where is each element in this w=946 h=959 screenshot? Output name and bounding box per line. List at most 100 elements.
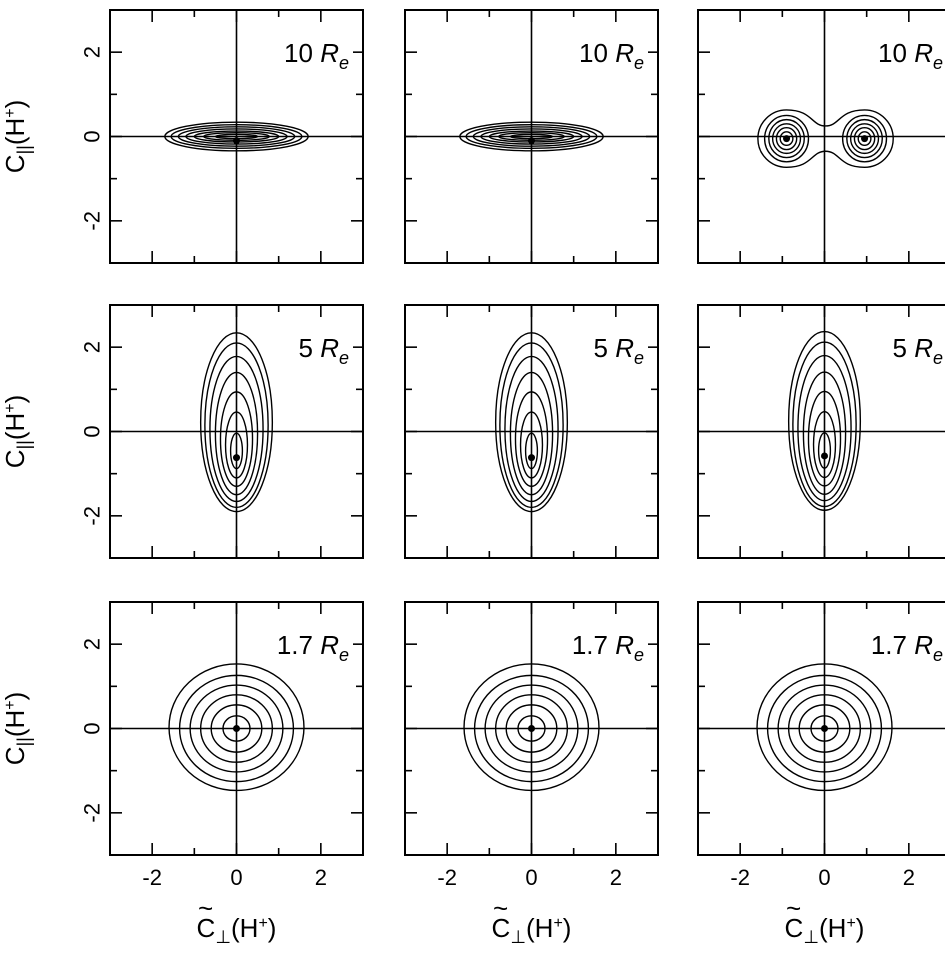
y-axis-label: C||(H+) [0,395,34,469]
contour-group [494,332,569,513]
panel-1-2: 5 Re [697,304,946,559]
peak-marker [783,135,791,143]
label-background [888,331,946,370]
contour-group [756,663,893,792]
y-axis-tilde: ~ [0,158,10,173]
distance-label: 5 Re [299,333,349,368]
contour-line [763,114,810,163]
panel-1-0: 5 Re 2 0 -2 C||(H+)~ [0,304,364,559]
label-background [589,331,648,370]
distance-label: 5 Re [893,333,943,368]
peak-marker [233,137,240,145]
contour-line [210,704,263,753]
contour-line [499,342,564,509]
y-tick-label: 2 [80,638,105,650]
panel-frame [697,9,945,264]
distance-label: 10 Re [284,38,349,73]
x-tick-label: 0 [818,865,830,890]
contour-line [846,118,883,159]
x-axis-tilde: ~ [493,893,508,923]
panel-2-2: 1.7 Re -2 0 2 C⊥(H+)~ [697,601,946,947]
x-tick-label: 2 [610,865,622,890]
label-background [575,36,648,75]
panel-frame [697,304,945,559]
contour-line [798,704,851,753]
contour-group [757,109,894,168]
peak-marker [821,725,828,732]
contour-line [777,684,872,773]
contour-line [459,121,604,152]
contour-line [524,432,539,470]
contour-line [787,330,862,512]
contour-line [224,411,249,479]
panel-frame [404,601,659,856]
contour-group [787,330,862,512]
label-background [567,628,648,667]
contour-line [766,674,883,783]
contour-line [164,121,309,152]
contour-line [199,332,274,513]
contour-line [817,432,832,469]
contour-line [517,715,546,742]
contour-line [168,663,305,792]
panel-frame [109,601,364,856]
contour-line [494,332,569,513]
contour-line [849,123,880,155]
panel-frame [109,9,364,264]
x-axis-tilde: ~ [198,893,213,923]
contour-line [473,674,590,783]
y-axis-tilde: ~ [0,750,10,765]
panel-1-1: 5 Re [404,304,659,559]
contour-line [756,663,893,792]
contour-line [465,123,598,150]
contour-line [853,126,876,151]
label-background [280,36,353,75]
distance-label: 1.7 Re [572,630,644,665]
contour-line [494,694,569,763]
panel-frame [404,304,659,559]
x-tick-label: 0 [525,865,537,890]
y-tick-label: -2 [80,506,105,526]
contour-line [178,674,295,783]
contour-group [168,663,305,792]
contour-line [189,684,284,773]
contour-line [229,432,244,470]
contour-line [810,715,839,742]
contour-line [504,355,559,503]
contour-line [219,391,254,488]
y-tick-label: -2 [80,803,105,823]
contour-group [199,332,274,513]
x-tick-label: 2 [903,865,915,890]
x-axis-label: C⊥(H+) [785,913,865,947]
peak-marker [528,725,535,732]
y-tick-label: -2 [80,211,105,231]
distance-label: 10 Re [878,38,943,73]
peak-marker [528,454,535,462]
contour-line [792,341,857,508]
x-axis-tilde: ~ [786,893,801,923]
y-axis-label: C||(H+) [0,692,34,766]
distance-label: 1.7 Re [871,630,943,665]
contour-line [484,684,579,773]
peak-marker [821,452,828,460]
contour-line [222,715,251,742]
label-background [294,331,353,370]
contour-line [519,411,544,479]
peak-marker [861,135,869,143]
x-tick-label: -2 [142,865,162,890]
contour-line [214,371,259,496]
panel-frame [404,9,659,264]
contour-line [797,354,852,502]
y-axis-label: C||(H+) [0,100,34,174]
contour-line [771,123,802,155]
contour-line [509,371,554,496]
contour-line [841,114,888,163]
y-tick-label: 2 [80,341,105,353]
contour-line [199,694,274,763]
contour-line [802,371,847,496]
panel-frame [109,304,364,559]
peak-marker [233,725,240,732]
contour-line [775,126,798,151]
